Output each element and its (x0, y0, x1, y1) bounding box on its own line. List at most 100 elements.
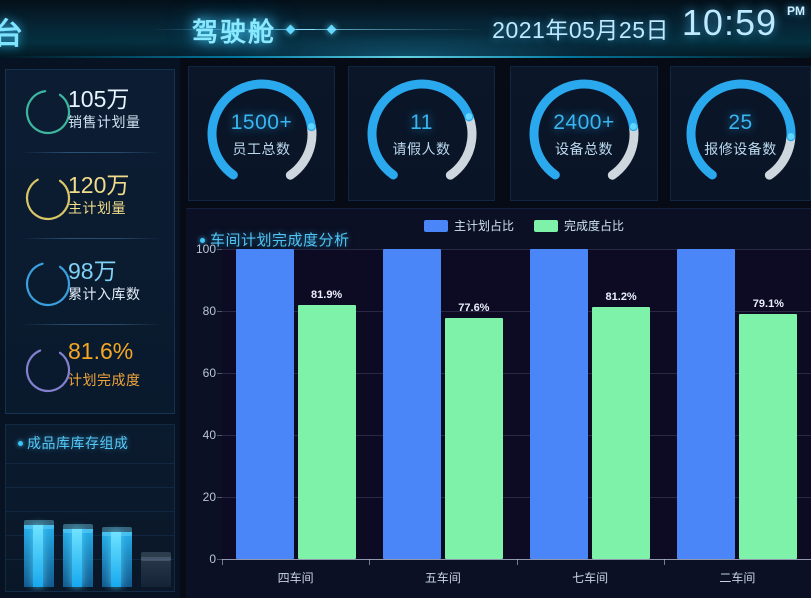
chart-title-text: 车间计划完成度分析 (210, 232, 350, 249)
chart-plot-area: 0 20 40 60 80 100 81.9% 77.6% 81.2% 79.1% 四车间 五车间… (186, 242, 811, 598)
chart-bar[interactable] (235, 249, 294, 559)
x-axis-tick (516, 559, 518, 565)
y-axis-label: 20 (202, 490, 216, 504)
kpi-ring-icon (24, 174, 72, 222)
y-axis-tick (217, 373, 222, 374)
gauge-ring-icon: 2400+ 设备总数 (523, 73, 645, 195)
kpi-panel: 105万 销售计划量 120万 主计划量 98万 累计入库数 81.6% 计划完成度 (5, 69, 175, 414)
chart-legend: 主计划占比 完成度占比 (424, 217, 624, 234)
kpi-item[interactable]: 120万主计划量 (6, 158, 176, 238)
bar-value-label: 81.2% (605, 291, 637, 304)
kpi-item[interactable]: 98万累计入库数 (6, 244, 176, 324)
gauge-ring-icon: 11 请假人数 (361, 73, 483, 195)
x-axis-tick (663, 559, 665, 565)
header-left-fragment: 台 (0, 18, 24, 51)
legend-item[interactable]: 完成度占比 (534, 217, 624, 234)
header-divider-left (150, 29, 315, 30)
header-divider-right (296, 29, 481, 30)
kpi-divider (20, 152, 162, 153)
legend-item[interactable]: 主计划占比 (424, 217, 514, 234)
gauge-value: 2400+ (553, 111, 615, 134)
gauge-value: 11 (410, 111, 433, 134)
y-axis-label: 60 (202, 366, 216, 380)
stock-bar-body (141, 557, 171, 587)
kpi-divider (20, 324, 162, 325)
stock-chart (6, 455, 174, 591)
stock-bar (102, 527, 132, 587)
header-date: 2021年05月25日 (492, 17, 669, 43)
chart-bar[interactable] (530, 249, 589, 559)
gridline (222, 311, 811, 312)
kpi-divider (20, 238, 162, 239)
gauge-label: 请假人数 (392, 141, 451, 157)
gridline (222, 249, 811, 250)
legend-label: 主计划占比 (454, 219, 515, 233)
chart-grid: 81.9% 77.6% 81.2% 79.1% (217, 249, 811, 560)
legend-swatch-icon (424, 219, 448, 232)
kpi-value: 120万 (68, 172, 130, 198)
kpi-label: 累计入库数 (68, 286, 141, 302)
chart-title: 车间计划完成度分析 (200, 229, 350, 250)
kpi-ring-icon (24, 346, 72, 394)
gridline (222, 373, 811, 374)
y-axis-labels: 0 20 40 60 80 100 (186, 242, 220, 566)
gauge-value: 1500+ (230, 111, 293, 134)
page-header: 台 驾驶舱 2021年05月25日 10:59 PM (0, 0, 811, 58)
chart-bar[interactable] (739, 313, 798, 559)
stock-bar-top (102, 527, 132, 536)
gauge-card[interactable]: 2400+ 设备总数 (510, 66, 658, 201)
bullet-icon (200, 238, 205, 243)
y-axis-tick (217, 249, 222, 250)
x-axis-tick (222, 559, 223, 565)
gauge-ring-icon: 25 报修设备数 (680, 73, 802, 195)
stock-gridline (6, 487, 174, 488)
kpi-ring-icon (24, 260, 72, 308)
kpi-item[interactable]: 81.6% 计划完成度 (6, 330, 176, 410)
gauge-card[interactable]: 11 请假人数 (348, 66, 495, 201)
x-axis-label: 二车间 (719, 571, 756, 585)
diamond-icon-left (285, 24, 296, 35)
kpi-label: 计划完成度 (68, 372, 141, 388)
kpi-item[interactable]: 105万 销售计划量 (6, 72, 176, 152)
chart-bar[interactable] (297, 305, 356, 559)
y-axis-label: 80 (202, 304, 216, 318)
chart-bar[interactable] (677, 249, 736, 559)
x-axis-label: 七车间 (572, 571, 609, 585)
gridline (222, 497, 811, 498)
kpi-value: 98万 (68, 258, 117, 284)
gauge-card[interactable]: 25 报修设备数 (670, 66, 811, 201)
stock-bar-core (111, 532, 122, 587)
bar-value-label: 79.1% (752, 297, 784, 310)
legend-label: 完成度占比 (564, 219, 625, 233)
legend-swatch-icon (534, 219, 559, 232)
page-title: 驾驶舱 (192, 17, 277, 47)
y-axis-label: 0 (209, 552, 216, 566)
gauge-label: 报修设备数 (704, 141, 777, 157)
kpi-ring-icon (24, 88, 72, 136)
gauge-label: 设备总数 (555, 141, 613, 157)
chart-bar[interactable] (382, 249, 441, 559)
y-axis-label: 100 (195, 242, 216, 256)
sidebar: 105万 销售计划量 120万 主计划量 98万 累计入库数 81.6% 计划完成度 成品库库… (0, 58, 180, 598)
bar-value-label: 77.6% (458, 302, 490, 315)
chart-bar[interactable] (592, 307, 651, 559)
bullet-icon (18, 441, 23, 446)
gauge-card[interactable]: 1500+ 员工总数 (188, 66, 335, 201)
gauge-label: 员工总数 (232, 141, 291, 157)
stock-bar-top (141, 552, 171, 561)
bar-value-label: 81.9% (311, 289, 343, 302)
kpi-label: 主计划量 (68, 200, 126, 216)
stock-bar-core (33, 525, 44, 587)
stock-bar-top (24, 520, 54, 529)
kpi-label: 销售计划量 (68, 114, 141, 130)
x-axis-label: 四车间 (277, 571, 314, 585)
stock-composition-panel: 成品库库存组成 (5, 424, 175, 592)
gauge-value: 25 (728, 111, 753, 134)
y-axis-tick (217, 311, 222, 312)
chart-bar[interactable] (444, 318, 503, 559)
x-axis-label: 五车间 (424, 571, 461, 585)
header-time: 10:59 (681, 2, 777, 43)
stock-panel-title-text: 成品库库存组成 (27, 435, 129, 451)
stock-gridline (6, 463, 174, 464)
